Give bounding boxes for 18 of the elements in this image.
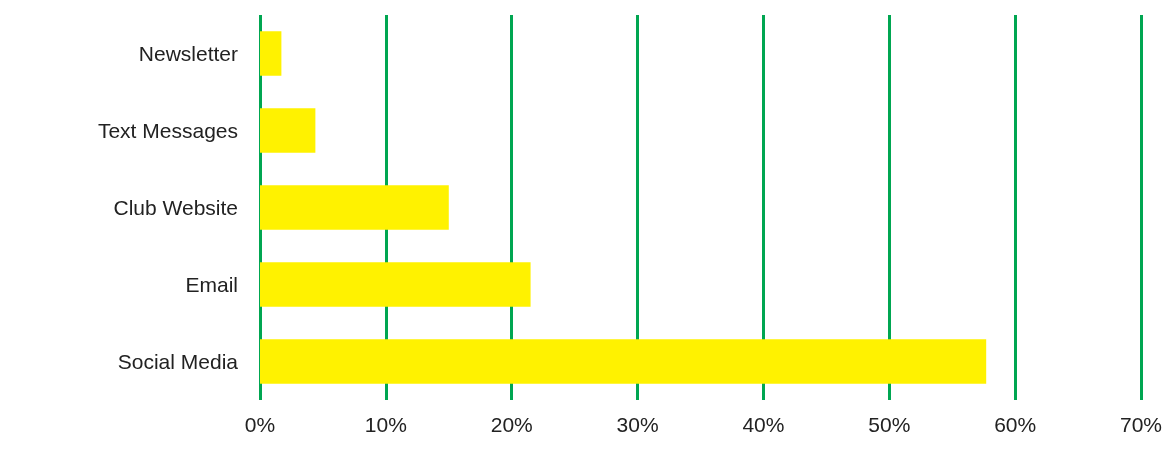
bar bbox=[260, 339, 987, 384]
x-tick-label: 50% bbox=[868, 413, 911, 436]
x-tick-label: 70% bbox=[1119, 413, 1163, 436]
x-tick-label: 30% bbox=[616, 413, 659, 436]
x-tick-label: 0% bbox=[244, 413, 276, 436]
y-tick-label: Social Media bbox=[117, 350, 239, 373]
y-tick-label: Text Messages bbox=[97, 119, 238, 142]
x-tick-label: 60% bbox=[994, 413, 1037, 436]
bar bbox=[260, 108, 316, 153]
y-tick-label: Email bbox=[185, 273, 238, 296]
y-tick-label: Newsletter bbox=[138, 42, 238, 65]
bar bbox=[260, 262, 531, 307]
x-tick-label: 20% bbox=[490, 413, 533, 436]
bar bbox=[260, 185, 449, 230]
x-tick-label: 10% bbox=[364, 413, 407, 436]
x-tick-label: 40% bbox=[742, 413, 785, 436]
y-tick-label: Club Website bbox=[113, 196, 238, 219]
bar bbox=[260, 31, 282, 76]
